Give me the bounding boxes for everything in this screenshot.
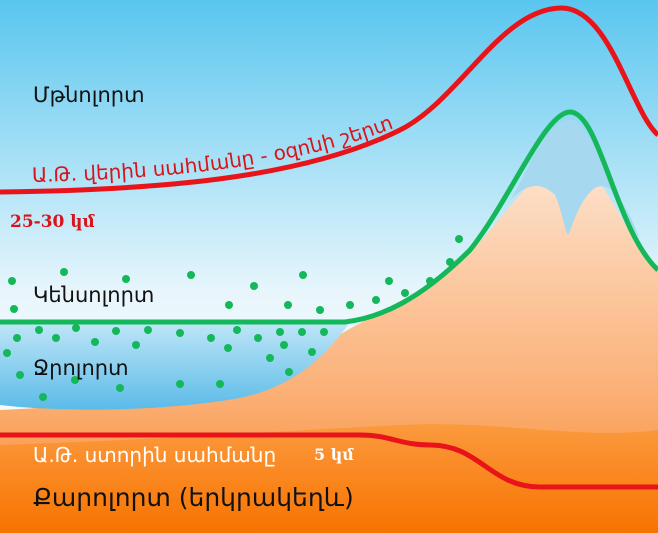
hydrosphere-label: Ջրոլորտ [33, 356, 129, 380]
atmosphere-label: Մթնոլորտ [33, 83, 145, 107]
lower-limit-label: Ա.Թ. ստորին սահմանը [33, 443, 276, 467]
snow-shadow [510, 120, 640, 240]
biosphere-line [0, 109, 658, 325]
lithosphere-label: Քարոլորտ (երկրակեղև) [33, 483, 354, 512]
water [0, 322, 350, 410]
upper-limit-line [0, 5, 658, 195]
organism-dots [3, 235, 463, 401]
biosphere-label: Կենսոլորտ [33, 283, 154, 307]
lower-limit-line [0, 432, 658, 490]
lower-depth-label: 5 կմ [314, 445, 354, 464]
crust [0, 424, 658, 533]
upper-height-label: 25-30 կմ [10, 212, 96, 232]
